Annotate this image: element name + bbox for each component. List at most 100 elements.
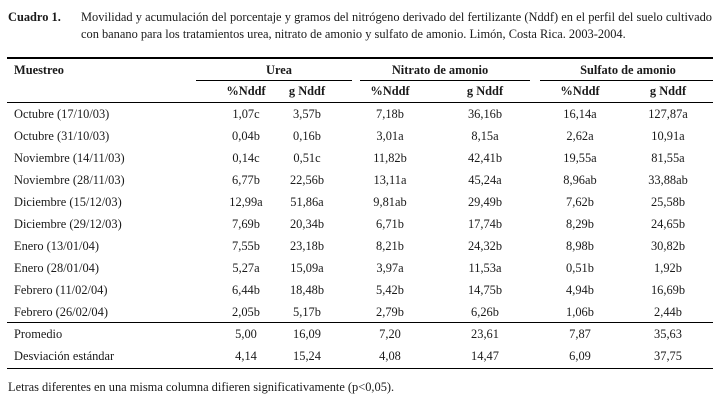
table-cell: 8,15a — [471, 129, 499, 143]
table-cell: 13,11a — [373, 173, 407, 187]
table-cell: 7,18b — [376, 107, 404, 121]
table-cell: 0,51b — [566, 261, 594, 275]
table-cell: 0,04b — [232, 129, 260, 143]
table-cell: 127,87a — [648, 107, 688, 121]
table-cell: 8,96ab — [563, 173, 597, 187]
table-cell: 8,29b — [566, 217, 594, 231]
subheader: g Nddf — [649, 84, 687, 98]
table-cell: 6,09 — [569, 349, 591, 363]
table-cell: 7,55b — [232, 239, 260, 253]
table-cell: 11,53a — [468, 261, 502, 275]
table-cell: 15,09a — [290, 261, 324, 275]
table-cell: 3,57b — [293, 107, 321, 121]
subheader: g Nddf — [288, 84, 326, 98]
table-cell: 23,18b — [289, 239, 325, 253]
table-cell: 33,88ab — [648, 173, 688, 187]
table-cell: 22,56b — [289, 173, 325, 187]
table-cell: 1,07c — [232, 107, 260, 121]
table-cell: 6,44b — [232, 283, 260, 297]
table-cell: 24,65b — [650, 217, 686, 231]
table-cell: 7,62b — [566, 195, 594, 209]
subheader: %Nddf — [370, 84, 410, 98]
table-cell: 15,24 — [293, 349, 321, 363]
row-label: Octubre (31/10/03) — [14, 129, 110, 143]
table-caption: Cuadro 1. Movilidad y acumulación del po… — [8, 9, 712, 43]
table-cell: 3,97a — [376, 261, 404, 275]
row-label: Diciembre (29/12/03) — [14, 217, 122, 231]
table-cell: 0,51c — [293, 151, 321, 165]
table-cell: 6,26b — [471, 305, 499, 319]
table-cell: 18,48b — [289, 283, 325, 297]
table-cell: 23,61 — [471, 327, 499, 341]
table-cell: 36,16b — [467, 107, 503, 121]
table-cell: 6,77b — [232, 173, 260, 187]
table-cell: 81,55a — [651, 151, 685, 165]
table-cell: 16,14a — [563, 107, 597, 121]
table-cell: 14,47 — [471, 349, 499, 363]
table-cell: 4,14 — [235, 349, 257, 363]
summary-top-rule — [7, 322, 713, 323]
table-cell: 2,62a — [566, 129, 594, 143]
row-header: Muestreo — [14, 63, 65, 77]
table-cell: 20,34b — [289, 217, 325, 231]
table-cell: 3,01a — [376, 129, 404, 143]
table-cell: 6,71b — [376, 217, 404, 231]
group-header-urea: Urea — [266, 63, 292, 77]
row-label: Noviembre (14/11/03) — [14, 151, 125, 165]
row-label: Desviación estándar — [14, 349, 115, 363]
table-cell: 5,42b — [376, 283, 404, 297]
table-cell: 45,24a — [468, 173, 502, 187]
table-cell: 0,14c — [232, 151, 260, 165]
table-cell: 16,09 — [293, 327, 321, 341]
table-cell: 10,91a — [651, 129, 685, 143]
table-cell: 2,05b — [232, 305, 260, 319]
row-label: Febrero (26/02/04) — [14, 305, 108, 319]
table-bottom-rule — [7, 368, 713, 369]
group-header-sulfato: Sulfato de amonio — [580, 63, 676, 77]
group-rule-urea — [196, 80, 352, 81]
row-label: Promedio — [14, 327, 63, 341]
row-label: Diciembre (15/12/03) — [14, 195, 122, 209]
table-cell: 1,92b — [654, 261, 682, 275]
table-top-rule — [7, 57, 713, 59]
row-label: Octubre (17/10/03) — [14, 107, 110, 121]
table-cell: 2,44b — [654, 305, 682, 319]
table-cell: 17,74b — [467, 217, 503, 231]
table-cell: 0,16b — [293, 129, 321, 143]
table-cell: 24,32b — [467, 239, 503, 253]
subheader: %Nddf — [226, 84, 266, 98]
group-header-nitrato: Nitrato de amonio — [391, 63, 489, 77]
table-cell: 9,81ab — [373, 195, 407, 209]
group-rule-nitrato — [360, 80, 530, 81]
table-cell: 25,58b — [650, 195, 686, 209]
table-cell: 5,00 — [235, 327, 257, 341]
table-cell: 7,87 — [569, 327, 591, 341]
footnote: Letras diferentes en una misma columna d… — [8, 380, 395, 394]
table-cell: 19,55a — [563, 151, 597, 165]
table-cell: 11,82b — [373, 151, 407, 165]
table-cell: 35,63 — [654, 327, 682, 341]
row-label: Febrero (11/02/04) — [14, 283, 108, 297]
table-cell: 5,17b — [293, 305, 321, 319]
header-bottom-rule — [7, 102, 713, 103]
table-cell: 1,06b — [566, 305, 594, 319]
table-cell: 8,21b — [376, 239, 404, 253]
table-cell: 7,69b — [232, 217, 260, 231]
table-cell: 4,94b — [566, 283, 594, 297]
table-cell: 12,99a — [229, 195, 263, 209]
table-cell: 37,75 — [654, 349, 682, 363]
group-rule-sulfato — [540, 80, 713, 81]
row-label: Noviembre (28/11/03) — [14, 173, 125, 187]
table-cell: 2,79b — [376, 305, 404, 319]
table-cell: 29,49b — [467, 195, 503, 209]
caption-text: Movilidad y acumulación del porcentaje y… — [81, 10, 712, 41]
table-cell: 30,82b — [650, 239, 686, 253]
subheader: %Nddf — [560, 84, 600, 98]
table-cell: 8,98b — [566, 239, 594, 253]
table-cell: 5,27a — [232, 261, 260, 275]
table-cell: 4,08 — [379, 349, 401, 363]
caption-label: Cuadro 1. — [8, 10, 61, 24]
table-cell: 7,20 — [379, 327, 401, 341]
table-cell: 14,75b — [467, 283, 503, 297]
row-label: Enero (28/01/04) — [14, 261, 99, 275]
